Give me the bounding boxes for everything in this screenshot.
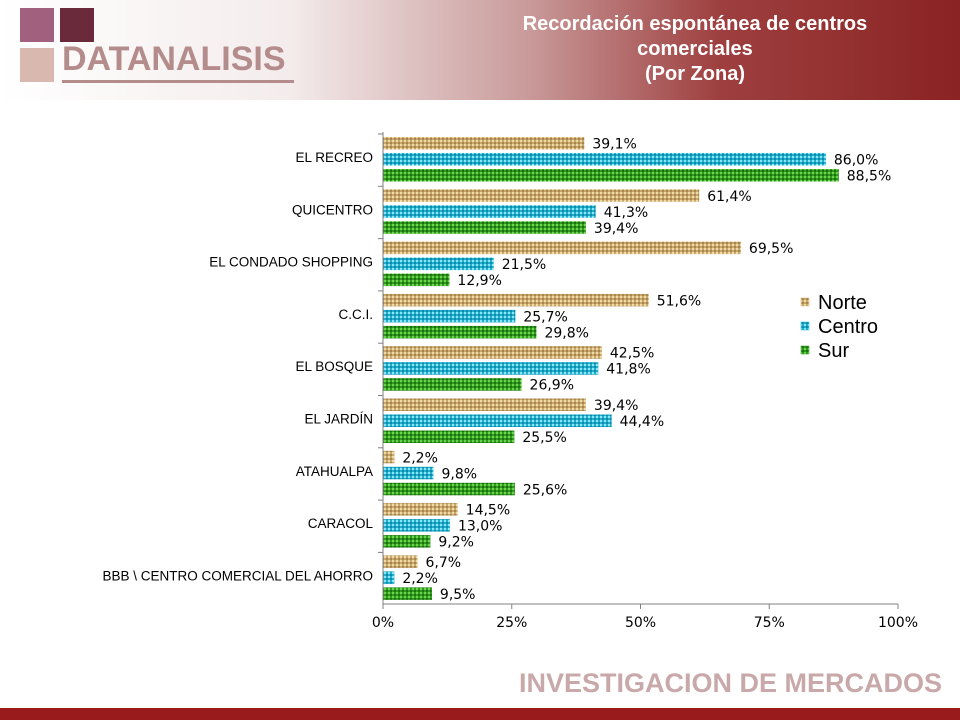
bar-norte-quicentro xyxy=(383,189,700,202)
value-label-sur-c-c-i: 29,8% xyxy=(544,325,588,341)
value-label-norte-el-recreo: 39,1% xyxy=(592,137,636,153)
value-label-centro-el-bosque: 41,8% xyxy=(606,362,650,378)
category-label-el-recreo: EL RECREO xyxy=(295,150,373,165)
value-label-sur-el-recreo: 88,5% xyxy=(847,169,891,185)
bar-sur-el-bosque xyxy=(383,378,522,391)
bar-centro-caracol xyxy=(383,519,450,532)
title-line-3: (Por Zona) xyxy=(645,63,745,85)
category-label-el-bosque: EL BOSQUE xyxy=(295,359,373,374)
value-label-sur-quicentro: 39,4% xyxy=(594,221,638,237)
value-label-centro-quicentro: 41,3% xyxy=(604,205,648,221)
value-label-centro-bbb-centro-comercial-del-ahorro: 2,2% xyxy=(402,571,438,587)
value-label-norte-el-jardin: 39,4% xyxy=(594,398,638,414)
legend-swatch-norte xyxy=(800,297,810,307)
bar-centro-c-c-i xyxy=(383,309,516,323)
title-line-2: comerciales xyxy=(637,38,753,60)
legend-swatch-sur xyxy=(800,345,810,355)
footer-bar xyxy=(0,708,960,720)
value-label-norte-el-condado-shopping: 69,5% xyxy=(749,241,793,257)
bar-sur-quicentro xyxy=(383,221,586,234)
bar-norte-el-condado-shopping xyxy=(383,241,741,255)
category-label-atahualpa: ATAHUALPA xyxy=(296,464,373,479)
value-label-centro-el-jardin: 44,4% xyxy=(620,414,664,430)
category-label-quicentro: QUICENTRO xyxy=(292,202,373,217)
x-tick-label: 0% xyxy=(372,615,394,631)
bar-sur-el-condado-shopping xyxy=(383,273,450,287)
category-label-c-c-i: C.C.I. xyxy=(338,307,373,322)
value-label-sur-el-condado-shopping: 12,9% xyxy=(457,273,501,289)
footer-title: INVESTIGACION DE MERCADOS xyxy=(518,668,942,698)
value-label-norte-c-c-i: 51,6% xyxy=(657,293,701,309)
legend-label-norte: Norte xyxy=(818,292,867,314)
category-labels: EL RECREO QUICENTRO EL CONDADO SHOPPING C.C… xyxy=(102,150,373,583)
bar-norte-caracol xyxy=(383,503,458,516)
logo-square-dark xyxy=(60,8,94,42)
value-label-sur-caracol: 9,2% xyxy=(438,535,474,551)
x-tick-label: 50% xyxy=(625,615,656,631)
value-label-norte-el-bosque: 42,5% xyxy=(610,346,654,362)
category-label-el-condado-shopping: EL CONDADO SHOPPING xyxy=(209,255,373,270)
bar-norte-atahualpa xyxy=(383,450,395,464)
bar-centro-el-bosque xyxy=(383,362,599,375)
bar-norte-c-c-i xyxy=(383,293,649,307)
x-tick-label: 25% xyxy=(496,615,527,631)
bars xyxy=(383,137,839,600)
bar-centro-el-jardin xyxy=(383,414,612,427)
bar-sur-atahualpa xyxy=(383,482,515,496)
value-label-sur-atahualpa: 25,6% xyxy=(523,482,567,498)
value-label-centro-atahualpa: 9,8% xyxy=(441,466,477,482)
x-tick-label: 100% xyxy=(878,615,918,631)
value-label-centro-caracol: 13,0% xyxy=(458,519,502,535)
bar-centro-atahualpa xyxy=(383,466,434,480)
header-banner: DATANALISIS Recordación espontánea de ce… xyxy=(0,0,960,100)
chart-title: Recordación espontánea de centros comerc… xyxy=(470,12,920,87)
title-line-1: Recordación espontánea de centros xyxy=(522,13,868,35)
bar-sur-caracol xyxy=(383,535,431,548)
value-labels: 39,1%86,0%88,5%61,4%41,3%39,4%69,5%21,5%… xyxy=(402,137,891,603)
value-label-sur-bbb-centro-comercial-del-ahorro: 9,5% xyxy=(440,587,476,603)
bar-centro-bbb-centro-comercial-del-ahorro xyxy=(383,571,395,584)
category-label-caracol: CARACOL xyxy=(308,516,374,531)
value-label-sur-el-bosque: 26,9% xyxy=(530,378,574,394)
value-label-centro-el-condado-shopping: 21,5% xyxy=(502,257,546,273)
value-label-norte-atahualpa: 2,2% xyxy=(402,450,438,466)
bar-norte-el-bosque xyxy=(383,346,602,359)
value-label-norte-quicentro: 61,4% xyxy=(707,189,751,205)
bar-norte-el-recreo xyxy=(383,137,585,150)
value-label-centro-c-c-i: 25,7% xyxy=(523,309,567,325)
bar-sur-el-jardin xyxy=(383,430,515,443)
bar-centro-el-condado-shopping xyxy=(383,257,494,271)
bar-sur-c-c-i xyxy=(383,325,537,339)
logo-underline xyxy=(62,80,294,83)
legend-swatch-centro xyxy=(800,321,810,331)
legend-label-centro: Centro xyxy=(818,316,878,338)
category-label-el-jardin: EL JARDÍN xyxy=(304,412,373,427)
value-label-norte-caracol: 14,5% xyxy=(466,503,510,519)
logo-square-light xyxy=(20,48,54,82)
bar-sur-bbb-centro-comercial-del-ahorro xyxy=(383,587,432,600)
bar-sur-el-recreo xyxy=(383,169,839,182)
x-tick-label: 75% xyxy=(754,615,785,631)
logo-square-mauve xyxy=(20,8,54,42)
logo-text: DATANALISIS xyxy=(62,40,286,78)
axes: 0% 25% 50% 75% 100% xyxy=(372,132,918,631)
value-label-centro-el-recreo: 86,0% xyxy=(834,153,878,169)
bar-norte-bbb-centro-comercial-del-ahorro xyxy=(383,555,418,568)
category-label-bbb-centro-comercial-del-ahorro: BBB \ CENTRO COMERCIAL DEL AHORRO xyxy=(102,568,373,583)
bar-norte-el-jardin xyxy=(383,398,586,411)
bar-centro-quicentro xyxy=(383,205,596,218)
legend-label-sur: Sur xyxy=(818,340,849,362)
bar-centro-el-recreo xyxy=(383,153,826,166)
value-label-sur-el-jardin: 25,5% xyxy=(522,430,566,446)
value-label-norte-bbb-centro-comercial-del-ahorro: 6,7% xyxy=(426,555,462,571)
